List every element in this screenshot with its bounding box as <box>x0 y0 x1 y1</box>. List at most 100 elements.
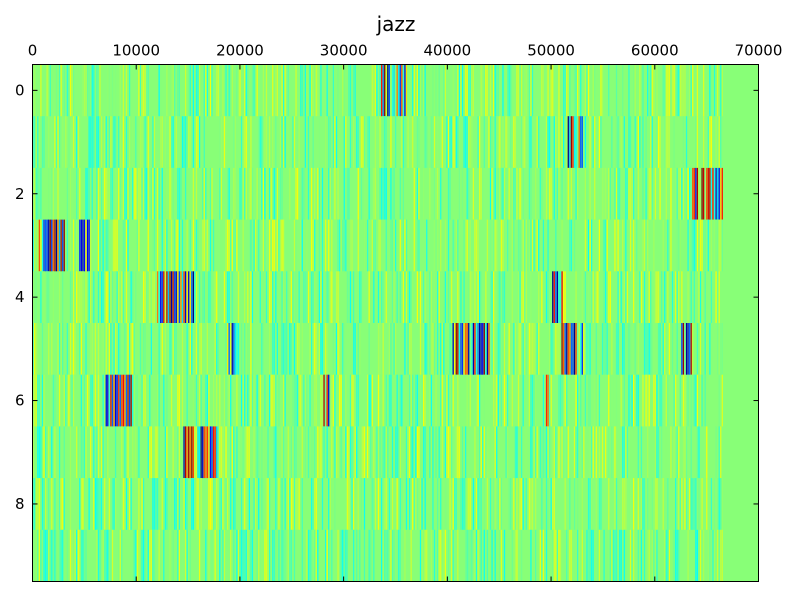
heatmap-cell <box>110 116 112 168</box>
heatmap-cell <box>58 219 61 272</box>
heatmap-cell <box>128 116 131 168</box>
heatmap-cell <box>104 478 106 530</box>
heatmap-cell <box>564 478 566 530</box>
heatmap-cell <box>384 426 386 479</box>
heatmap-cell <box>466 529 468 582</box>
heatmap-cell <box>289 323 291 375</box>
heatmap-cell <box>401 116 403 168</box>
heatmap-cell <box>178 478 180 530</box>
heatmap-cell <box>645 219 647 272</box>
heatmap-cell <box>250 323 252 375</box>
heatmap-cell <box>51 167 53 220</box>
heatmap-cell <box>118 271 120 323</box>
heatmap-cell <box>212 219 215 272</box>
heatmap-cell <box>108 64 110 117</box>
heatmap-cell <box>496 323 498 375</box>
heatmap-cell <box>692 64 694 117</box>
heatmap-cell <box>119 374 121 427</box>
heatmap-cell <box>469 529 471 582</box>
heatmap-cell <box>441 116 443 168</box>
heatmap-cell <box>217 323 219 375</box>
heatmap-cell <box>542 529 545 582</box>
heatmap-cell <box>158 529 160 582</box>
heatmap-cell <box>545 116 548 168</box>
heatmap-cell <box>492 271 495 323</box>
heatmap-cell <box>410 323 412 375</box>
heatmap-cell <box>195 167 198 220</box>
heatmap-cell <box>292 426 294 479</box>
x-tick-label: 70000 <box>735 42 783 60</box>
heatmap-cell <box>536 323 538 375</box>
heatmap-cell <box>368 529 370 582</box>
heatmap-cell <box>102 219 104 272</box>
heatmap-cell <box>142 323 145 375</box>
heatmap-cell <box>200 374 202 427</box>
heatmap-cell <box>206 374 208 427</box>
heatmap-cell <box>248 426 250 479</box>
heatmap-cell <box>508 64 510 117</box>
heatmap-cell <box>282 64 285 117</box>
heatmap-cell <box>304 116 307 168</box>
heatmap-cell <box>51 426 53 479</box>
heatmap-cell <box>226 478 229 530</box>
heatmap-cell <box>188 529 190 582</box>
heatmap-cell <box>174 323 176 375</box>
heatmap-cell <box>569 64 571 117</box>
heatmap-cell <box>633 529 635 582</box>
heatmap-cell <box>642 374 644 427</box>
heatmap-cell <box>304 64 307 117</box>
heatmap-cell <box>522 167 524 220</box>
heatmap-cell <box>382 271 384 323</box>
heatmap-cell <box>360 478 363 530</box>
heatmap-cell <box>247 529 249 582</box>
heatmap-cell <box>673 116 675 168</box>
heatmap-cell <box>583 426 585 479</box>
heatmap-cell <box>43 271 45 323</box>
heatmap-cell <box>438 64 440 117</box>
heatmap-cell <box>122 167 124 220</box>
y-tick-label: 4 <box>15 288 25 306</box>
heatmap-cell <box>639 271 641 323</box>
heatmap-cell <box>600 64 602 117</box>
heatmap-cell <box>614 426 616 479</box>
heatmap-cell <box>681 64 683 117</box>
heatmap-cell <box>169 271 171 323</box>
heatmap-cell <box>296 478 299 530</box>
heatmap-cell <box>105 529 107 582</box>
heatmap-cell <box>111 219 114 272</box>
heatmap-cell <box>494 219 496 272</box>
heatmap-cell <box>399 271 401 323</box>
heatmap-cell <box>520 426 523 479</box>
heatmap-cell <box>236 374 238 427</box>
heatmap-cell <box>136 529 138 582</box>
heatmap-cell <box>55 64 58 117</box>
heatmap-cell <box>91 116 93 168</box>
heatmap-cell <box>328 529 330 582</box>
chart-title: jazz <box>376 12 416 36</box>
heatmap-cell <box>231 426 233 479</box>
heatmap-cell <box>52 529 54 582</box>
heatmap-cell <box>555 271 557 323</box>
heatmap-cell <box>555 426 557 479</box>
heatmap-cell <box>303 64 305 117</box>
heatmap-cell <box>388 64 391 117</box>
heatmap-cell <box>60 64 62 117</box>
heatmap-cell <box>149 271 151 323</box>
heatmap-cell <box>446 478 448 530</box>
heatmap-cell <box>237 219 240 272</box>
heatmap-cell <box>132 323 134 375</box>
heatmap-cell <box>628 167 630 220</box>
heatmap-cell <box>86 64 89 117</box>
heatmap-cell <box>343 426 345 479</box>
heatmap-cell <box>279 219 282 272</box>
heatmap-cell <box>492 64 495 117</box>
heatmap-cell <box>393 271 395 323</box>
heatmap-cell <box>463 219 465 272</box>
heatmap-cell <box>86 426 89 479</box>
heatmap-cell <box>268 167 271 220</box>
heatmap-cell <box>458 323 461 375</box>
heatmap-cell <box>46 426 48 479</box>
heatmap-cell <box>506 116 509 168</box>
heatmap-cell <box>244 167 246 220</box>
heatmap-cell <box>720 478 722 530</box>
